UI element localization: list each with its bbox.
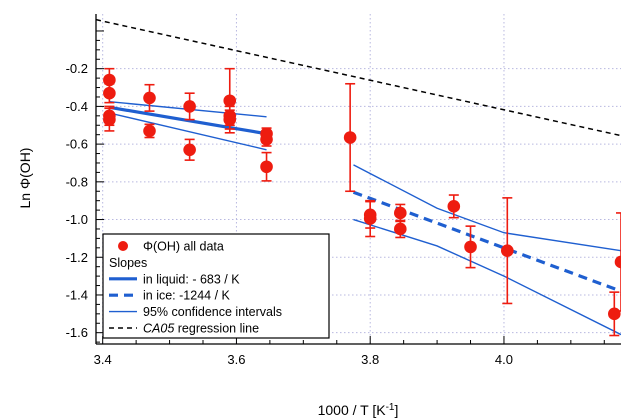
confidence-interval-line xyxy=(353,164,621,252)
data-marker xyxy=(393,222,407,236)
data-marker xyxy=(260,133,273,146)
data-point xyxy=(183,138,196,161)
y-tick-label: -1.4 xyxy=(66,287,88,302)
x-tick-label: 3.6 xyxy=(227,352,245,367)
data-point xyxy=(614,212,621,312)
data-point xyxy=(363,199,377,238)
y-tick-label: -1.6 xyxy=(66,325,88,340)
legend-label: CA05 regression line xyxy=(143,322,259,336)
y-tick-label: -0.8 xyxy=(66,174,88,189)
x-tick-label: 3.8 xyxy=(361,352,379,367)
data-point xyxy=(143,123,156,139)
legend-entry: in ice: -1244 / K xyxy=(109,289,231,303)
data-marker xyxy=(103,113,116,126)
legend-marker xyxy=(118,241,128,251)
legend: Φ(OH) all data Slopes in liquid: - 683 / K… xyxy=(102,233,330,339)
data-marker xyxy=(608,307,621,321)
data-point xyxy=(260,132,273,147)
y-tick-label: -0.6 xyxy=(66,137,88,152)
x-axis-title: 1000 / T [K-1] xyxy=(318,402,399,418)
data-point xyxy=(447,194,461,219)
data-point xyxy=(393,219,407,239)
plot-area xyxy=(96,18,621,337)
grid xyxy=(96,14,621,344)
data-point xyxy=(343,82,357,193)
data-marker xyxy=(143,91,156,105)
data-marker xyxy=(447,200,461,213)
data-marker xyxy=(343,131,357,144)
y-tick-label: -0.2 xyxy=(66,61,88,76)
data-marker xyxy=(103,86,116,100)
series-line xyxy=(352,190,621,293)
axes: -0.2 -0.4 -0.6 -0.8 -1.0 -1.2 -1.4 -1.6 3.4 3.6 3.… xyxy=(66,14,621,367)
legend-label: in ice: -1244 / K xyxy=(143,289,231,303)
legend-entry: 95% confidence intervals xyxy=(109,305,282,319)
data-marker xyxy=(260,160,273,174)
confidence-interval-line xyxy=(109,112,267,151)
data-point xyxy=(393,203,407,223)
data-marker xyxy=(363,212,377,225)
y-tick-label: -0.4 xyxy=(66,99,88,114)
data-point xyxy=(464,225,477,269)
data-marker xyxy=(143,124,156,138)
legend-label: in liquid: - 683 / K xyxy=(143,272,240,286)
y-axis-title: Ln Φ(OH) xyxy=(17,148,33,209)
data-marker xyxy=(223,94,237,108)
x-tick-label: 4.0 xyxy=(495,352,513,367)
legend-label: Slopes xyxy=(109,256,147,270)
y-tick-label: -1.2 xyxy=(66,250,88,265)
data-point xyxy=(260,151,273,182)
x-tick-label: 3.4 xyxy=(94,352,112,367)
data-marker xyxy=(393,206,407,220)
legend-entry: Slopes xyxy=(109,256,147,270)
data-marker xyxy=(614,255,621,269)
data-marker xyxy=(183,100,196,113)
data-point xyxy=(143,83,156,112)
legend-label: Φ(OH) all data xyxy=(143,240,224,254)
data-point xyxy=(103,82,116,104)
data-marker xyxy=(183,143,196,157)
legend-entry: CA05 regression line xyxy=(109,322,259,336)
series-line xyxy=(109,105,267,136)
legend-entry: in liquid: - 683 / K xyxy=(109,272,240,286)
data-point xyxy=(103,107,116,132)
data-marker xyxy=(223,113,237,126)
data-marker xyxy=(501,244,514,257)
y-tick-label: -1.0 xyxy=(66,212,88,227)
legend-box xyxy=(102,233,330,339)
legend-entry: Φ(OH) all data xyxy=(118,240,224,254)
data-point xyxy=(223,109,237,130)
data-marker xyxy=(464,240,477,254)
data-point xyxy=(501,197,514,305)
legend-label: 95% confidence intervals xyxy=(143,305,282,319)
data-point xyxy=(183,92,196,121)
